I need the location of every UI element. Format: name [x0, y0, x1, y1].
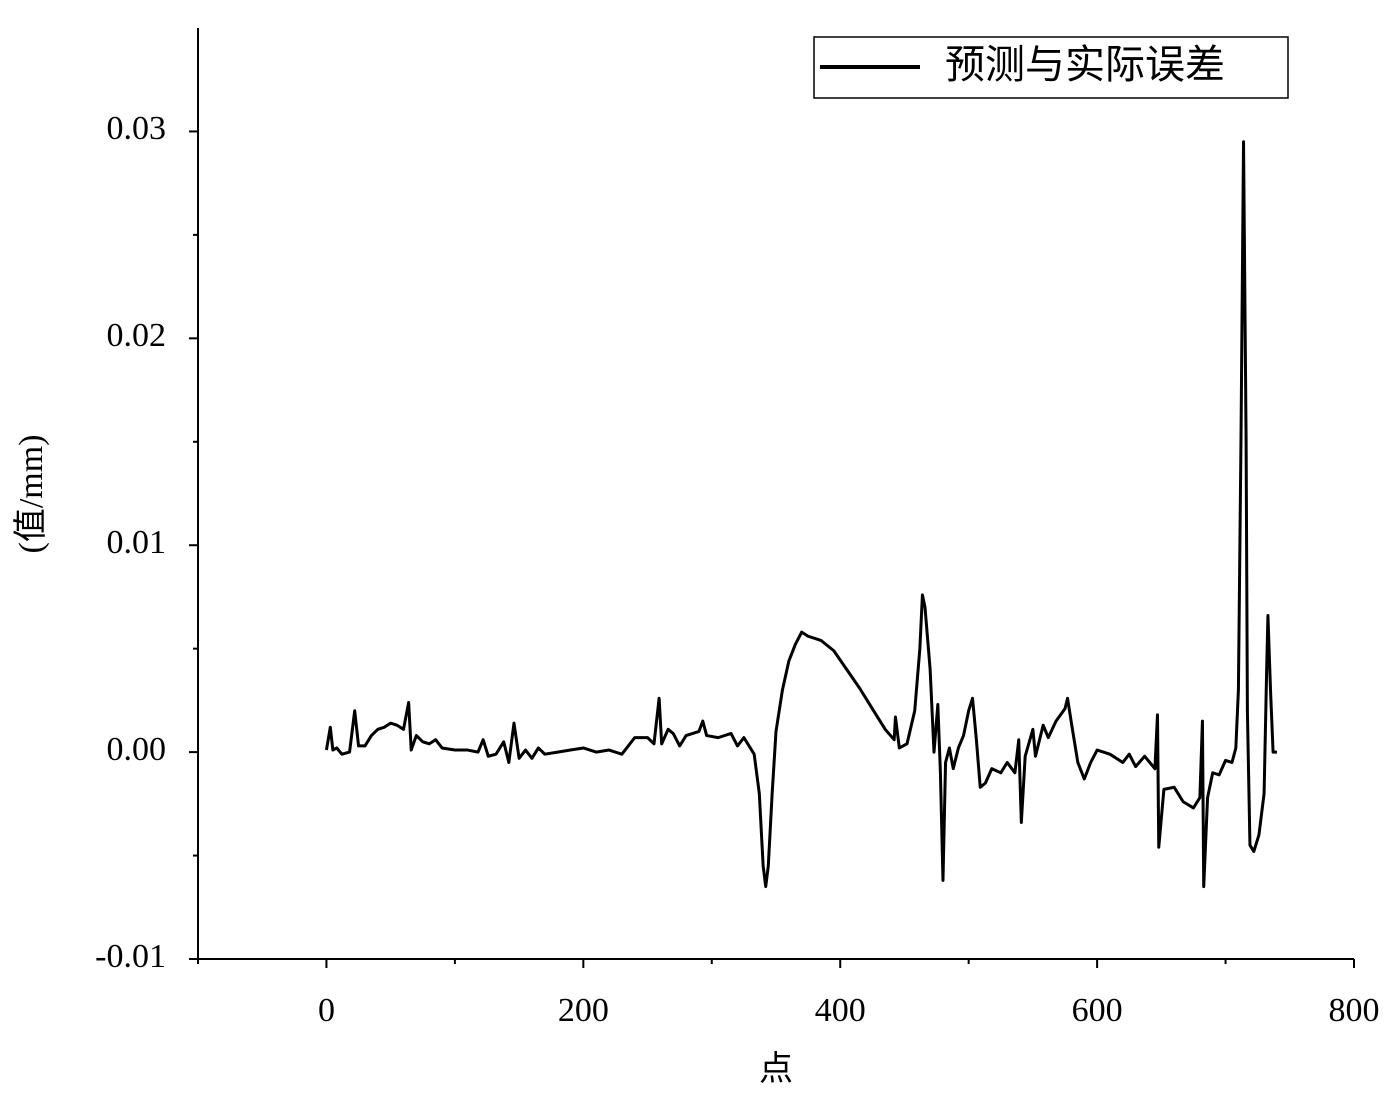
data-line: [324, 140, 1277, 889]
legend-label: 预测与实际误差: [945, 42, 1225, 87]
y-tick-label: 0.00: [107, 731, 167, 768]
y-tick-label: 0.01: [107, 524, 167, 561]
y-tick-label: 0.03: [107, 110, 167, 147]
y-tick-label: -0.01: [95, 938, 166, 975]
x-tick-label: 200: [558, 992, 609, 1029]
x-tick-label: 0: [318, 992, 335, 1029]
x-axis-label: 点: [759, 1050, 793, 1088]
x-tick-label: 400: [815, 992, 866, 1029]
x-tick-label: 800: [1329, 992, 1380, 1029]
y-axis-label: (值/mm): [12, 435, 50, 554]
y-tick-label: 0.02: [107, 317, 167, 354]
x-tick-label: 600: [1072, 992, 1123, 1029]
